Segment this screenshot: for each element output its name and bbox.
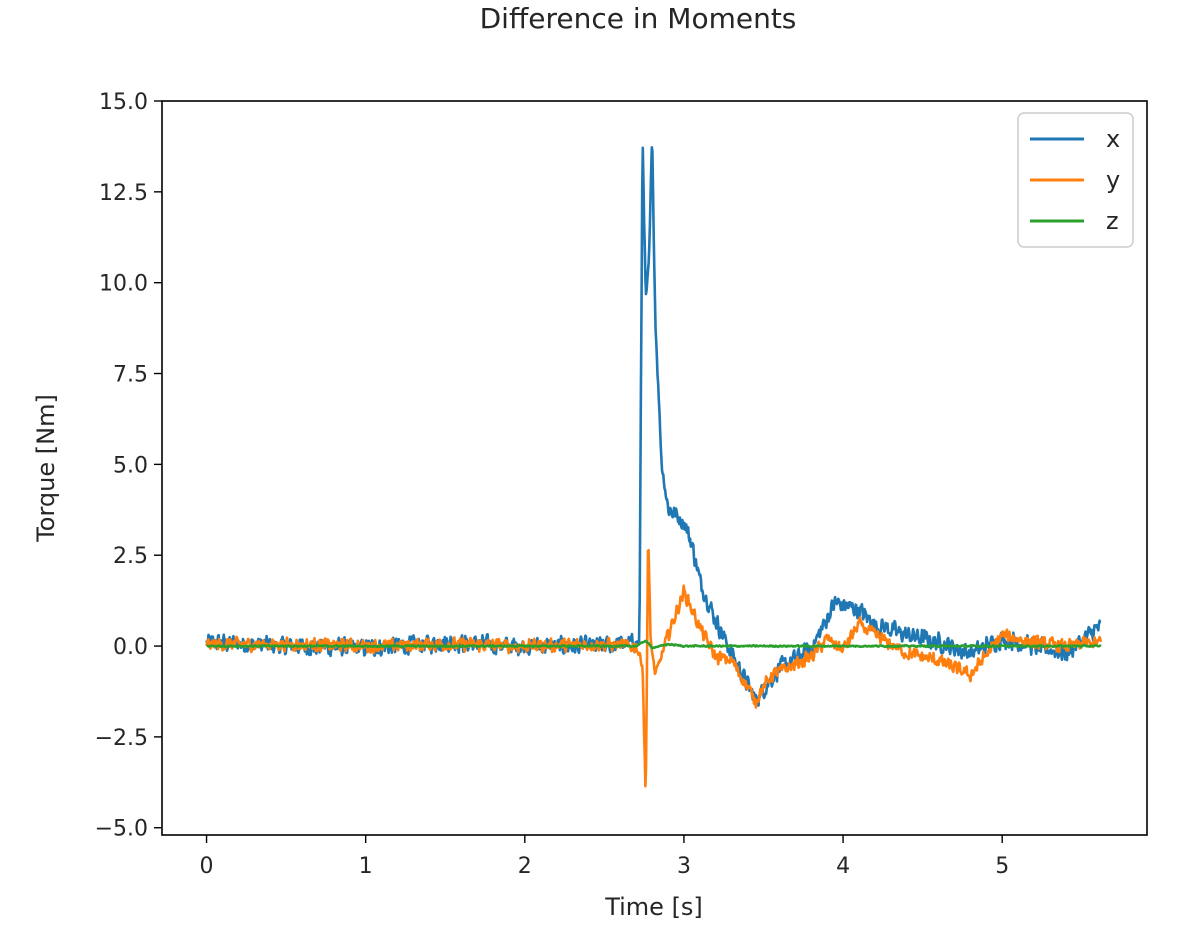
x-tick-label: 1 xyxy=(359,854,373,879)
y-tick-label: 12.5 xyxy=(99,181,148,206)
y-tick-label: 5.0 xyxy=(113,453,148,478)
x-tick-label: 4 xyxy=(836,854,850,879)
x-tick-label: 3 xyxy=(677,854,691,879)
plot-area xyxy=(161,100,1148,836)
legend: xyz xyxy=(1017,112,1134,248)
y-axis-title: Torque [Nm] xyxy=(32,394,60,543)
x-axis-title: Time [s] xyxy=(604,893,703,921)
y-tick-label: 7.5 xyxy=(113,363,148,388)
series-line-z xyxy=(205,639,1102,650)
y-axis: −5.0 −2.5 0.0 2.5 5.0 7.5 10.0 12.5 15.0 xyxy=(95,90,162,842)
legend-label-x: x xyxy=(1106,125,1120,153)
y-tick-label: −5.0 xyxy=(95,817,148,842)
y-tick-label: 2.5 xyxy=(113,544,148,569)
y-tick-label: −2.5 xyxy=(95,726,148,751)
plot-border xyxy=(161,100,1148,836)
x-axis: 0 1 2 3 4 5 xyxy=(200,835,1009,879)
y-tick-label: 10.0 xyxy=(99,272,148,297)
series-line-y xyxy=(205,549,1103,788)
x-tick-label: 0 xyxy=(200,854,214,879)
series-group xyxy=(205,146,1103,788)
chart-title: Difference in Moments xyxy=(480,2,797,35)
x-tick-label: 2 xyxy=(518,854,532,879)
legend-label-z: z xyxy=(1106,207,1119,235)
legend-label-y: y xyxy=(1106,166,1120,194)
y-tick-label: 15.0 xyxy=(99,90,148,115)
x-tick-label: 5 xyxy=(995,854,1009,879)
y-tick-label: 0.0 xyxy=(113,635,148,660)
